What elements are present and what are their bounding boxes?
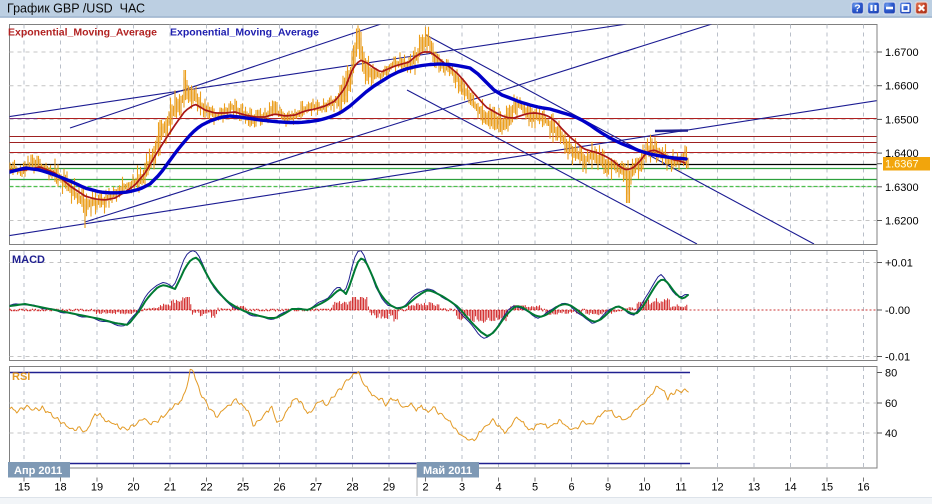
svg-text:22: 22 — [200, 482, 212, 494]
svg-text:29: 29 — [383, 482, 395, 494]
svg-text:1.6500: 1.6500 — [885, 114, 919, 126]
svg-text:16: 16 — [857, 482, 869, 494]
svg-text:15: 15 — [821, 482, 833, 494]
svg-text:15: 15 — [18, 482, 30, 494]
svg-text:3: 3 — [459, 482, 465, 494]
svg-text:26: 26 — [273, 482, 285, 494]
svg-text:MACD: MACD — [12, 254, 45, 266]
svg-text:25: 25 — [237, 482, 249, 494]
svg-text:40: 40 — [885, 428, 897, 440]
svg-text:20: 20 — [127, 482, 139, 494]
svg-text:Апр 2011: Апр 2011 — [14, 465, 62, 477]
svg-text:6: 6 — [568, 482, 574, 494]
svg-text:12: 12 — [711, 482, 723, 494]
svg-text:28: 28 — [346, 482, 358, 494]
svg-text:4: 4 — [495, 482, 501, 494]
svg-text:80: 80 — [885, 368, 897, 380]
svg-text:Exponential_Moving_Average: Exponential_Moving_Average — [8, 27, 157, 39]
svg-text:1.6600: 1.6600 — [885, 81, 919, 93]
svg-text:График GBP /USD ЧАС: График GBP /USD ЧАС — [7, 2, 145, 16]
svg-text:18: 18 — [54, 482, 66, 494]
svg-text:Май 2011: Май 2011 — [423, 465, 472, 477]
svg-text:-0.01: -0.01 — [885, 352, 910, 364]
svg-text:13: 13 — [748, 482, 760, 494]
svg-text:5: 5 — [532, 482, 538, 494]
svg-text:+0.01: +0.01 — [885, 258, 913, 270]
svg-text:1.6200: 1.6200 — [885, 216, 919, 228]
svg-text:9: 9 — [605, 482, 611, 494]
svg-text:21: 21 — [164, 482, 176, 494]
svg-text:1.6300: 1.6300 — [885, 182, 919, 194]
svg-text:10: 10 — [638, 482, 650, 494]
svg-text:?: ? — [854, 3, 860, 15]
svg-text:11: 11 — [675, 482, 686, 494]
svg-text:Exponential_Moving_Average: Exponential_Moving_Average — [170, 27, 319, 39]
svg-text:27: 27 — [310, 482, 322, 494]
svg-text:2: 2 — [422, 482, 428, 494]
svg-text:-0.00: -0.00 — [885, 305, 910, 317]
svg-text:19: 19 — [91, 482, 103, 494]
svg-text:1.6367: 1.6367 — [885, 159, 919, 171]
svg-text:RSI: RSI — [12, 371, 30, 383]
svg-text:1.6700: 1.6700 — [885, 47, 919, 59]
svg-text:14: 14 — [784, 482, 796, 494]
svg-text:60: 60 — [885, 398, 897, 410]
